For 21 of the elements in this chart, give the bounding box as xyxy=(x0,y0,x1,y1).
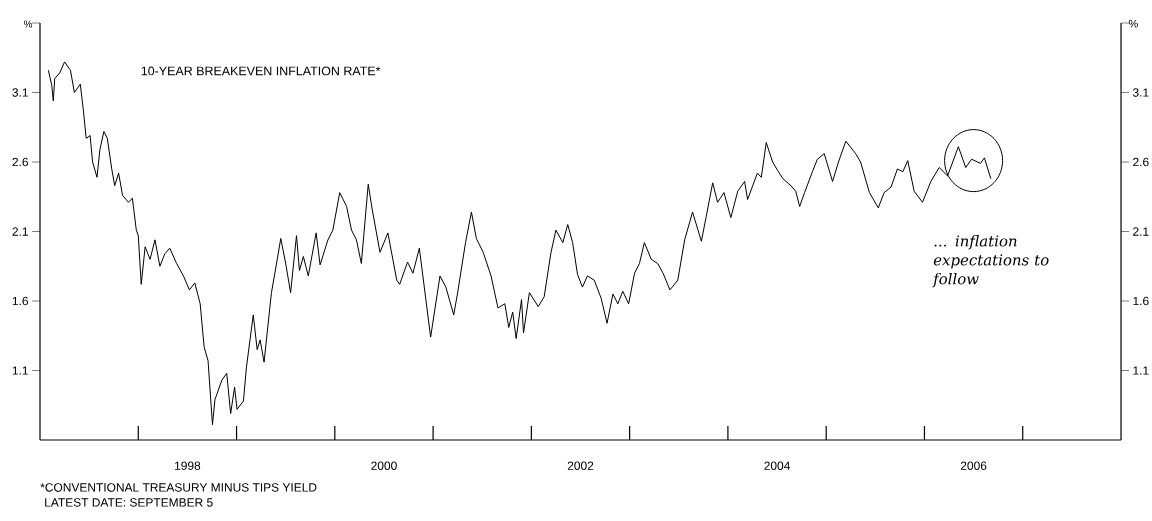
text: LATEST DATE: SEPTEMBER 5 xyxy=(45,498,213,507)
text: *CONVENTIONAL TREASURY MINUS TIPS YIELD xyxy=(40,483,317,492)
y-tick-label: 3.1 xyxy=(12,88,28,97)
y-tick-label: 1.6 xyxy=(12,296,28,306)
y-axis-title: % xyxy=(23,20,33,28)
text: 10-YEAR BREAKEVEN INFLATION RATE* xyxy=(141,66,381,76)
y2-tick-label: 3.1 xyxy=(1132,88,1149,97)
y-tick-label: 2.6 xyxy=(12,157,28,167)
x-tick-label: 1998 xyxy=(175,461,201,470)
y-tick-label: 2.1 xyxy=(12,227,28,236)
x-tick-label: 2000 xyxy=(371,461,397,470)
y2-tick-label: 1.6 xyxy=(1133,296,1149,306)
x-tick-label: 2006 xyxy=(960,461,987,470)
y2-tick-label: 2.1 xyxy=(1133,227,1149,236)
x-tick-label: 2004 xyxy=(764,461,790,470)
annotation: ... inflation expectations to follow xyxy=(932,235,1049,288)
x-tick-label: 2002 xyxy=(567,461,594,470)
y2-tick-label: 2.6 xyxy=(1133,157,1149,167)
y2-axis-title: % xyxy=(1128,19,1138,28)
y-tick-label: 1.1 xyxy=(12,366,28,375)
y2-tick-label: 1.1 xyxy=(1133,366,1149,375)
